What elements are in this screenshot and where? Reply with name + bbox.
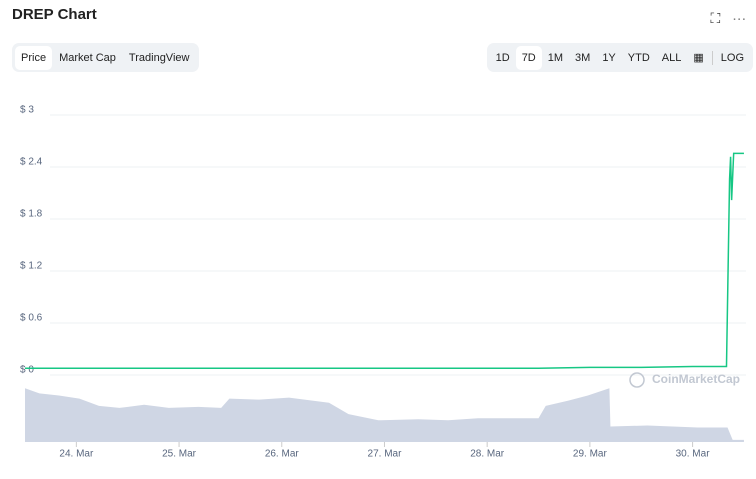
rng[interactable]: YTD (627, 51, 650, 64)
x-tick-label: 25. Mar (162, 449, 197, 460)
rng[interactable]: 1M (547, 51, 564, 64)
y-tick-label: $ 3 (20, 105, 34, 116)
rng[interactable]: 7D (515, 45, 542, 70)
title: DREP Chart (12, 6, 97, 23)
separator (711, 50, 713, 65)
rng[interactable]: 1Y (602, 51, 616, 64)
y-tick-label: $ 2.4 (20, 157, 43, 168)
tab[interactable]: Price (15, 45, 53, 70)
y-tick-label: $ 0 (20, 365, 34, 376)
volume-area (25, 388, 744, 442)
tab[interactable]: Market Cap (59, 51, 116, 64)
calendar-icon[interactable]: ▦ (693, 52, 704, 64)
watermark-logo (629, 372, 645, 388)
rng[interactable]: LOG (720, 51, 744, 64)
rng[interactable]: 3M (575, 51, 591, 64)
x-tick-label: 30. Mar (676, 449, 711, 460)
y-tick-label: $ 1.2 (20, 261, 43, 272)
rng[interactable]: ALL (661, 51, 682, 64)
x-tick-label: 27. Mar (368, 449, 403, 460)
watermark: CoinMarketCap (652, 372, 740, 386)
x-tick-label: 28. Mar (470, 449, 505, 460)
tabs: Price Market Cap TradingView (12, 43, 200, 72)
x-tick-label: 29. Mar (573, 449, 608, 460)
ranges: 1D 7D 1M 3M 1Y YTD ALL ▦ LOG (486, 43, 753, 72)
y-tick-label: $ 0.6 (20, 313, 43, 324)
toolbar-icons[interactable]: ⛶ ⋯ (710, 10, 746, 26)
y-tick-label: $ 1.8 (20, 209, 43, 220)
rng[interactable]: 1D (495, 51, 510, 64)
tab[interactable]: TradingView (128, 51, 190, 64)
x-tick-label: 26. Mar (265, 449, 300, 460)
x-tick-label: 24. Mar (59, 449, 94, 460)
price-line (25, 152, 744, 370)
